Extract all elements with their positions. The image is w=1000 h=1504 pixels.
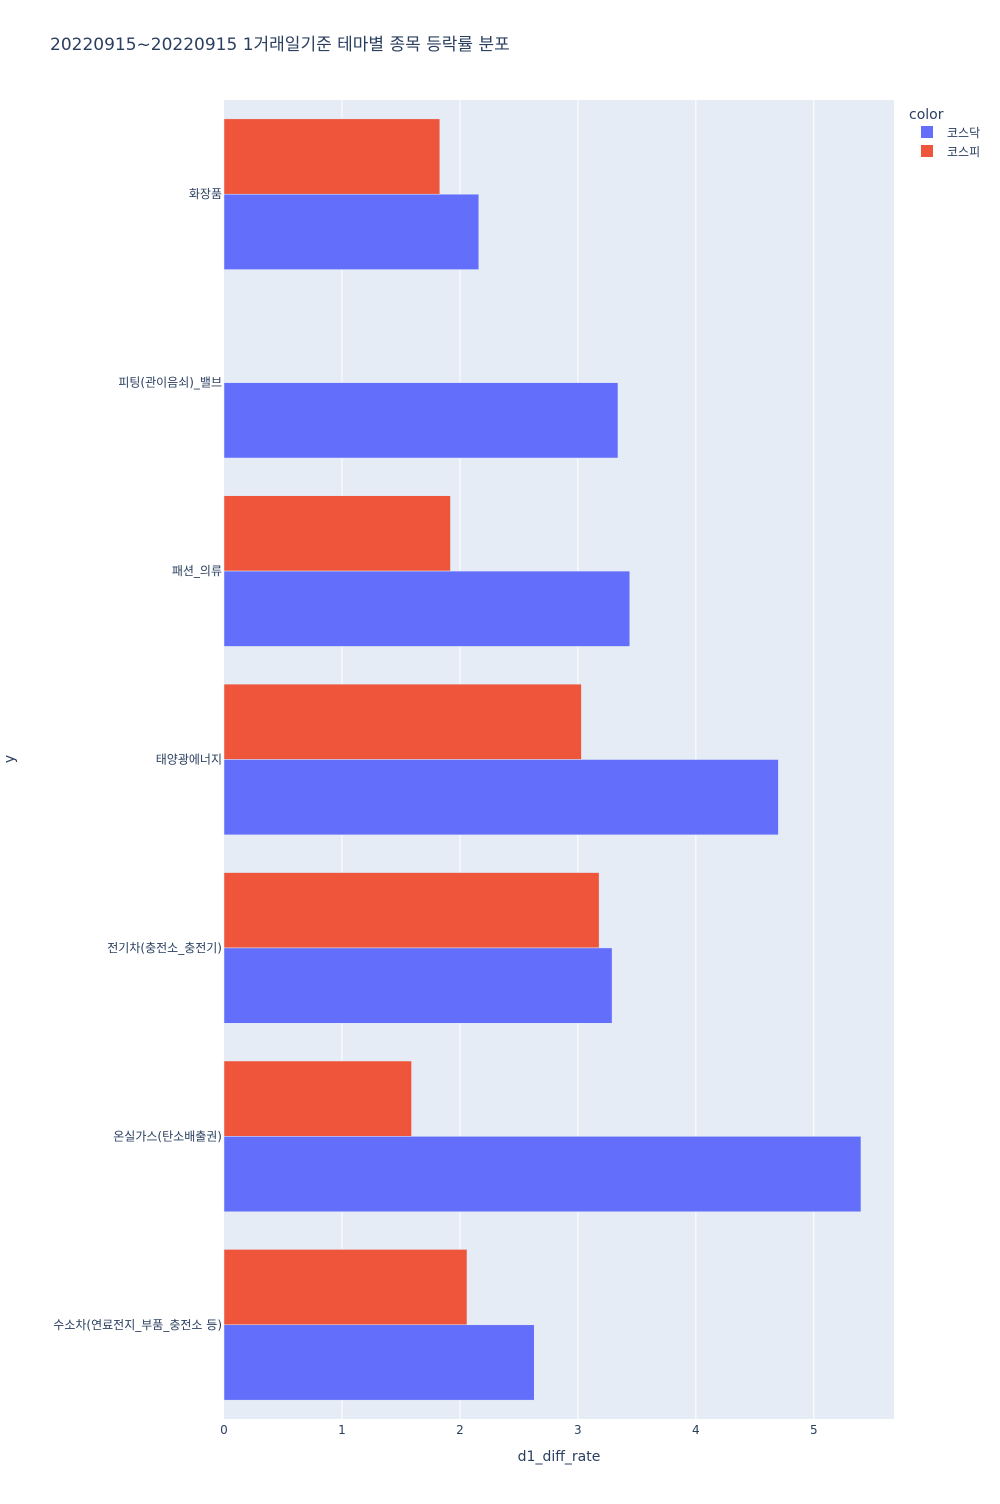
bar-kosdaq bbox=[223, 382, 619, 459]
x-tick-label: 3 bbox=[574, 1423, 582, 1437]
bar-kospi bbox=[223, 1249, 468, 1326]
bar-kosdaq bbox=[223, 1136, 862, 1212]
y-tick-label: 태양광에너지 bbox=[156, 753, 222, 767]
y-tick-label: 전기차(충전소_충전기) bbox=[107, 941, 222, 955]
y-tick-label: 수소차(연료전지_부품_충전소 등) bbox=[53, 1318, 222, 1332]
y-tick-label: 화장품 bbox=[189, 187, 222, 201]
x-tick-label: 0 bbox=[220, 1423, 228, 1437]
x-tick-label: 4 bbox=[692, 1423, 700, 1437]
legend-swatch bbox=[921, 126, 933, 138]
bar-kosdaq bbox=[223, 947, 613, 1024]
bar-kospi bbox=[223, 683, 582, 760]
y-tick-label: 패션_의류 bbox=[172, 564, 222, 578]
bar-kospi bbox=[223, 1060, 412, 1137]
bar-kosdaq bbox=[223, 1324, 535, 1401]
legend-swatch bbox=[921, 145, 933, 157]
x-axis-label: d1_diff_rate bbox=[518, 1449, 601, 1465]
bar-kospi bbox=[223, 872, 600, 949]
x-tick-label: 2 bbox=[456, 1423, 464, 1437]
y-axis-label: y bbox=[2, 755, 18, 763]
legend-title: color bbox=[909, 107, 944, 123]
legend-label: 코스닥 bbox=[947, 126, 980, 140]
y-tick-label: 피팅(관이음쇠)_밸브 bbox=[118, 376, 222, 390]
x-tick-labels: 0 1 2 3 4 5 bbox=[220, 1423, 817, 1437]
legend-label: 코스피 bbox=[947, 145, 980, 159]
bar-kosdaq bbox=[223, 759, 779, 836]
chart-title: 20220915~20220915 1거래일기준 테마별 종목 등락률 분포 bbox=[50, 35, 510, 55]
x-tick-label: 5 bbox=[810, 1423, 818, 1437]
bar-kosdaq bbox=[223, 570, 631, 647]
bar-kospi bbox=[223, 118, 441, 195]
bar-kosdaq bbox=[223, 193, 480, 270]
y-tick-label: 온실가스(탄소배출권) bbox=[113, 1129, 222, 1143]
bar-kospi bbox=[223, 495, 451, 572]
bars bbox=[223, 118, 862, 1401]
x-tick-label: 1 bbox=[338, 1423, 346, 1437]
